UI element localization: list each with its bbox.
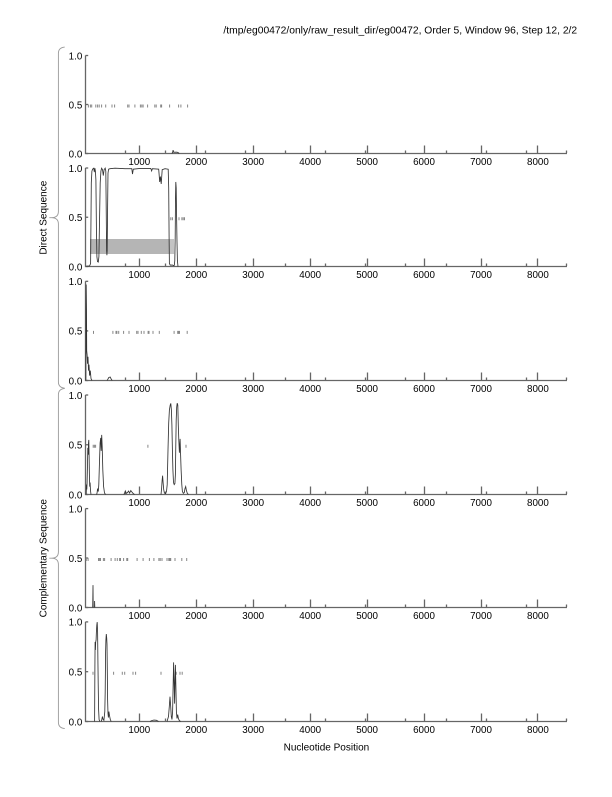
svg-text:0.0: 0.0 <box>69 490 83 501</box>
svg-text:1.0: 1.0 <box>69 51 83 62</box>
svg-text:4000: 4000 <box>299 498 321 509</box>
svg-text:6000: 6000 <box>413 611 435 622</box>
svg-text:1000: 1000 <box>128 611 150 622</box>
svg-text:5000: 5000 <box>356 725 378 736</box>
svg-text:6000: 6000 <box>413 498 435 509</box>
svg-text:7000: 7000 <box>470 384 492 395</box>
svg-text:/tmp/eg00472/only/raw_result_d: /tmp/eg00472/only/raw_result_dir/eg00472… <box>223 26 577 37</box>
svg-text:4000: 4000 <box>299 384 321 395</box>
svg-text:3000: 3000 <box>242 157 264 168</box>
svg-text:4000: 4000 <box>299 270 321 281</box>
svg-text:Direct Sequence: Direct Sequence <box>39 180 50 254</box>
svg-text:0.0: 0.0 <box>69 262 83 273</box>
svg-text:7000: 7000 <box>470 157 492 168</box>
svg-text:1000: 1000 <box>128 157 150 168</box>
svg-text:3000: 3000 <box>242 270 264 281</box>
svg-text:2000: 2000 <box>185 384 207 395</box>
svg-text:8000: 8000 <box>527 270 549 281</box>
svg-text:4000: 4000 <box>299 611 321 622</box>
svg-text:7000: 7000 <box>470 270 492 281</box>
svg-text:0.0: 0.0 <box>69 376 83 387</box>
svg-text:6000: 6000 <box>413 725 435 736</box>
svg-text:6000: 6000 <box>413 384 435 395</box>
svg-text:8000: 8000 <box>527 611 549 622</box>
svg-text:0.5: 0.5 <box>69 327 83 338</box>
svg-text:8000: 8000 <box>527 725 549 736</box>
svg-text:8000: 8000 <box>527 384 549 395</box>
svg-text:3000: 3000 <box>242 611 264 622</box>
svg-text:0.5: 0.5 <box>69 213 83 224</box>
svg-text:3000: 3000 <box>242 725 264 736</box>
svg-text:Complementary Sequence: Complementary Sequence <box>39 499 50 618</box>
svg-text:0.5: 0.5 <box>69 554 83 565</box>
svg-text:8000: 8000 <box>527 498 549 509</box>
svg-text:0.5: 0.5 <box>69 100 83 111</box>
svg-text:5000: 5000 <box>356 384 378 395</box>
svg-text:4000: 4000 <box>299 725 321 736</box>
svg-text:6000: 6000 <box>413 157 435 168</box>
svg-text:7000: 7000 <box>470 498 492 509</box>
svg-text:0.5: 0.5 <box>69 668 83 679</box>
svg-text:0.0: 0.0 <box>69 149 83 160</box>
svg-text:0.0: 0.0 <box>69 603 83 614</box>
svg-text:1.0: 1.0 <box>69 391 83 402</box>
svg-text:6000: 6000 <box>413 270 435 281</box>
svg-text:2000: 2000 <box>185 725 207 736</box>
svg-text:8000: 8000 <box>527 157 549 168</box>
svg-text:1000: 1000 <box>128 725 150 736</box>
svg-text:7000: 7000 <box>470 611 492 622</box>
svg-text:3000: 3000 <box>242 498 264 509</box>
svg-text:2000: 2000 <box>185 611 207 622</box>
svg-text:3000: 3000 <box>242 384 264 395</box>
svg-text:1000: 1000 <box>128 384 150 395</box>
svg-text:1000: 1000 <box>128 270 150 281</box>
svg-text:0.5: 0.5 <box>69 441 83 452</box>
svg-text:4000: 4000 <box>299 157 321 168</box>
svg-text:0.0: 0.0 <box>69 717 83 728</box>
svg-text:1.0: 1.0 <box>69 164 83 175</box>
svg-text:2000: 2000 <box>185 157 207 168</box>
svg-text:2000: 2000 <box>185 270 207 281</box>
svg-text:1.0: 1.0 <box>69 618 83 629</box>
svg-text:5000: 5000 <box>356 611 378 622</box>
svg-text:Nucleotide Position: Nucleotide Position <box>284 742 370 753</box>
svg-text:2000: 2000 <box>185 498 207 509</box>
svg-text:5000: 5000 <box>356 270 378 281</box>
svg-text:7000: 7000 <box>470 725 492 736</box>
svg-text:5000: 5000 <box>356 498 378 509</box>
svg-text:1.0: 1.0 <box>69 504 83 515</box>
svg-text:1.0: 1.0 <box>69 277 83 288</box>
svg-text:5000: 5000 <box>356 157 378 168</box>
svg-text:1000: 1000 <box>128 498 150 509</box>
